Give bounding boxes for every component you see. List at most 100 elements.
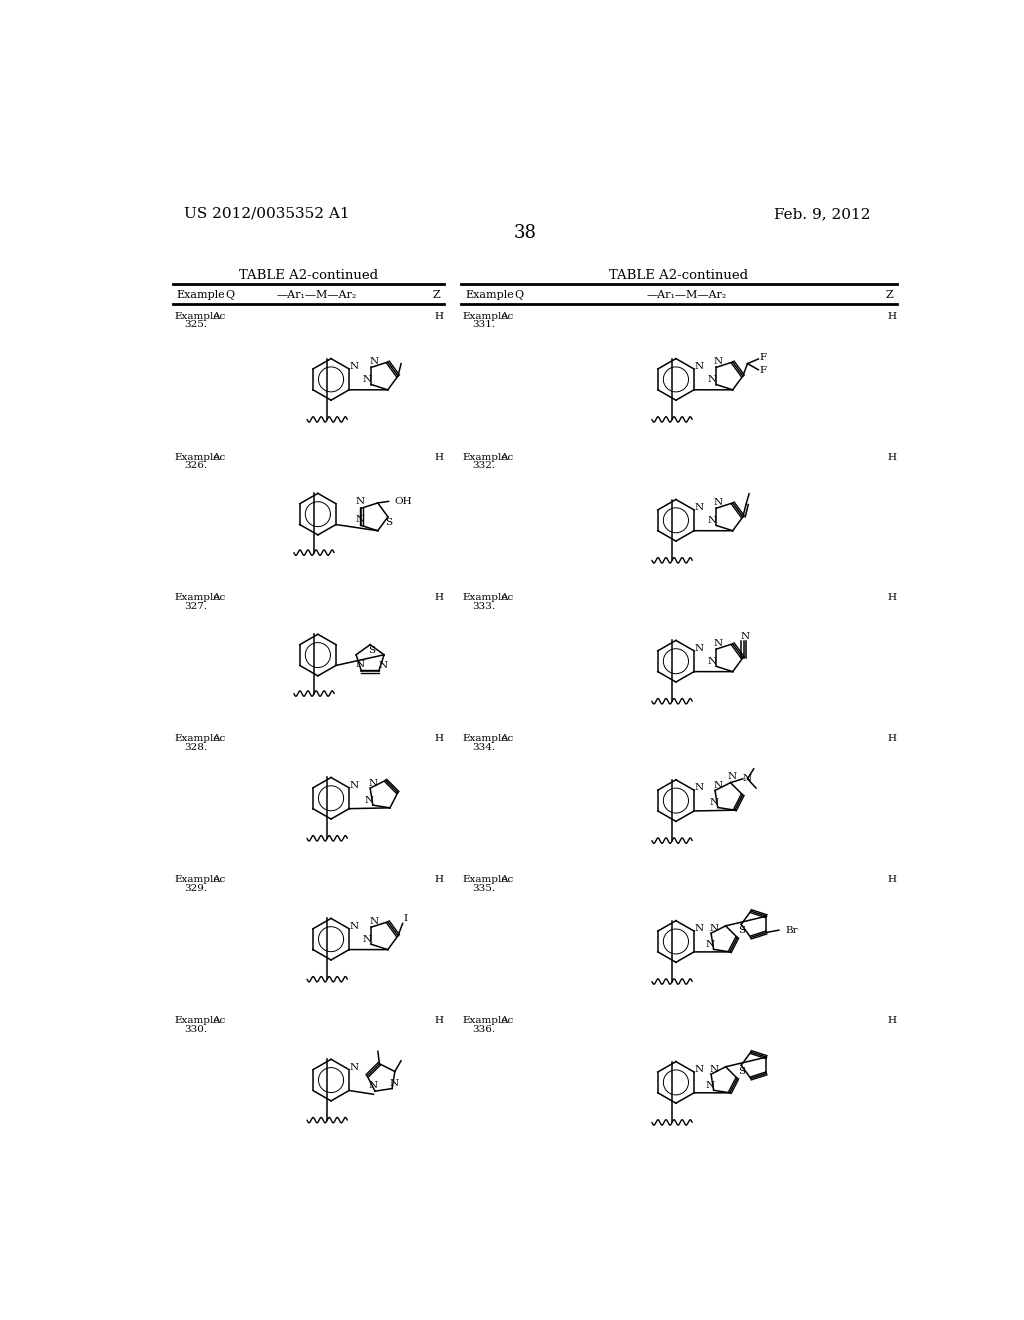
Text: 335.: 335. <box>472 884 496 892</box>
Text: 331.: 331. <box>472 321 496 329</box>
Text: N: N <box>362 935 372 944</box>
Text: Feb. 9, 2012: Feb. 9, 2012 <box>774 207 870 220</box>
Text: F: F <box>760 352 767 362</box>
Text: Q: Q <box>225 290 234 301</box>
Text: OH: OH <box>395 496 413 506</box>
Text: Example: Example <box>174 734 220 743</box>
Text: Z: Z <box>886 290 893 301</box>
Text: N: N <box>714 358 723 367</box>
Text: Ac: Ac <box>212 594 225 602</box>
Text: 330.: 330. <box>183 1024 207 1034</box>
Text: N: N <box>710 924 719 933</box>
Text: H: H <box>435 453 443 462</box>
Text: N: N <box>694 503 703 512</box>
Text: H: H <box>435 734 443 743</box>
Text: H: H <box>435 312 443 321</box>
Text: N: N <box>369 917 378 927</box>
Text: N: N <box>743 775 752 783</box>
Text: N: N <box>710 1065 719 1074</box>
Text: H: H <box>435 875 443 884</box>
Text: Example: Example <box>463 1016 508 1026</box>
Text: Example: Example <box>463 734 508 743</box>
Text: H: H <box>435 594 443 602</box>
Text: 326.: 326. <box>183 461 207 470</box>
Text: N: N <box>694 1065 703 1073</box>
Text: Example: Example <box>174 312 220 321</box>
Text: 38: 38 <box>513 224 537 242</box>
Text: Z: Z <box>433 290 440 301</box>
Text: Ac: Ac <box>212 1016 225 1026</box>
Text: Example: Example <box>465 290 514 301</box>
Text: 333.: 333. <box>472 602 496 611</box>
Text: Example: Example <box>174 1016 220 1026</box>
Text: S: S <box>738 1067 745 1076</box>
Text: Example: Example <box>463 594 508 602</box>
Text: N: N <box>740 632 750 640</box>
Text: Q: Q <box>514 290 523 301</box>
Text: S: S <box>368 645 375 655</box>
Text: Example: Example <box>174 875 220 884</box>
Text: —Ar₁—M—Ar₂: —Ar₁—M—Ar₂ <box>276 290 356 301</box>
Text: N: N <box>727 772 736 781</box>
Text: TABLE A2-continued: TABLE A2-continued <box>609 269 749 282</box>
Text: N: N <box>694 783 703 792</box>
Text: Example: Example <box>463 875 508 884</box>
Text: 334.: 334. <box>472 743 496 752</box>
Text: N: N <box>362 375 372 384</box>
Text: Ac: Ac <box>212 875 225 884</box>
Text: N: N <box>390 1080 399 1089</box>
Text: N: N <box>378 661 387 671</box>
Text: N: N <box>714 781 723 791</box>
Text: N: N <box>355 515 365 524</box>
Text: 332.: 332. <box>472 461 496 470</box>
Text: 329.: 329. <box>183 884 207 892</box>
Text: US 2012/0035352 A1: US 2012/0035352 A1 <box>183 207 349 220</box>
Text: Ac: Ac <box>500 1016 513 1026</box>
Text: Br: Br <box>785 925 798 935</box>
Text: N: N <box>706 940 715 949</box>
Text: N: N <box>714 639 723 648</box>
Text: S: S <box>738 927 745 935</box>
Text: H: H <box>435 1016 443 1026</box>
Text: N: N <box>355 660 365 669</box>
Text: H: H <box>888 453 896 462</box>
Text: Example: Example <box>177 290 225 301</box>
Text: N: N <box>708 657 717 667</box>
Text: —Ar₁—M—Ar₂: —Ar₁—M—Ar₂ <box>646 290 727 301</box>
Text: N: N <box>349 780 358 789</box>
Text: N: N <box>708 516 717 525</box>
Text: N: N <box>365 796 374 805</box>
Text: N: N <box>694 362 703 371</box>
Text: Ac: Ac <box>500 594 513 602</box>
Text: Example: Example <box>463 312 508 321</box>
Text: N: N <box>349 362 358 371</box>
Text: N: N <box>694 924 703 933</box>
Text: H: H <box>888 875 896 884</box>
Text: TABLE A2-continued: TABLE A2-continued <box>239 269 378 282</box>
Text: N: N <box>349 1063 358 1072</box>
Text: Ac: Ac <box>212 453 225 462</box>
Text: H: H <box>888 1016 896 1026</box>
Text: H: H <box>888 312 896 321</box>
Text: 336.: 336. <box>472 1024 496 1034</box>
Text: Ac: Ac <box>500 875 513 884</box>
Text: H: H <box>888 734 896 743</box>
Text: H: H <box>888 594 896 602</box>
Text: N: N <box>369 358 378 367</box>
Text: N: N <box>708 375 717 384</box>
Text: N: N <box>349 921 358 931</box>
Text: S: S <box>385 517 392 527</box>
Text: N: N <box>706 1081 715 1090</box>
Text: 325.: 325. <box>183 321 207 329</box>
Text: N: N <box>710 799 719 808</box>
Text: N: N <box>694 644 703 652</box>
Text: 328.: 328. <box>183 743 207 752</box>
Text: Ac: Ac <box>212 312 225 321</box>
Text: Ac: Ac <box>500 312 513 321</box>
Text: Example: Example <box>463 453 508 462</box>
Text: Ac: Ac <box>500 734 513 743</box>
Text: Ac: Ac <box>500 453 513 462</box>
Text: Example: Example <box>174 594 220 602</box>
Text: N: N <box>369 1081 377 1089</box>
Text: N: N <box>356 496 366 506</box>
